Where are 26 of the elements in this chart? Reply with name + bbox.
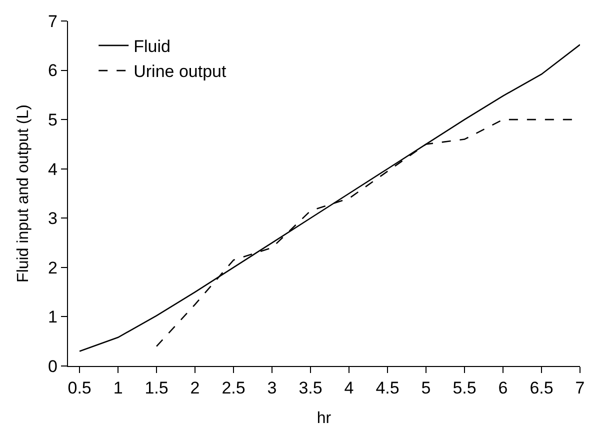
x-tick-label: 1.5 <box>144 378 168 398</box>
x-axis-title: hr <box>316 410 332 428</box>
y-tick-label: 7 <box>48 12 58 31</box>
x-tick-label: 3 <box>267 378 277 398</box>
y-tick-label: 5 <box>48 110 58 130</box>
y-tick-label: 4 <box>48 160 58 179</box>
y-tick-label: 6 <box>48 61 58 80</box>
x-tick-label: 7 <box>575 378 585 398</box>
x-tick-label: 6 <box>498 378 508 398</box>
x-tick-label: 2.5 <box>222 378 246 398</box>
x-tick-label: 1 <box>113 378 123 398</box>
y-tick-label: 1 <box>48 308 58 327</box>
legend-label: Fluid <box>134 37 170 56</box>
x-tick-label: 3.5 <box>298 378 322 398</box>
x-tick-label: 5.5 <box>452 378 476 398</box>
y-tick-label: 0 <box>48 356 58 376</box>
x-tick-label: 5 <box>421 378 431 398</box>
x-tick-label: 4.5 <box>376 378 400 398</box>
x-tick-label: 0.5 <box>68 378 92 398</box>
y-axis-title: Fluid input and output (L) <box>14 104 32 282</box>
x-tick-label: 6.5 <box>530 378 554 398</box>
y-tick-label: 2 <box>48 258 58 278</box>
x-tick-label: 4 <box>344 378 354 398</box>
y-tick-label: 3 <box>48 209 58 228</box>
legend-label: Urine output <box>134 62 226 82</box>
x-tick-label: 2 <box>190 378 200 398</box>
